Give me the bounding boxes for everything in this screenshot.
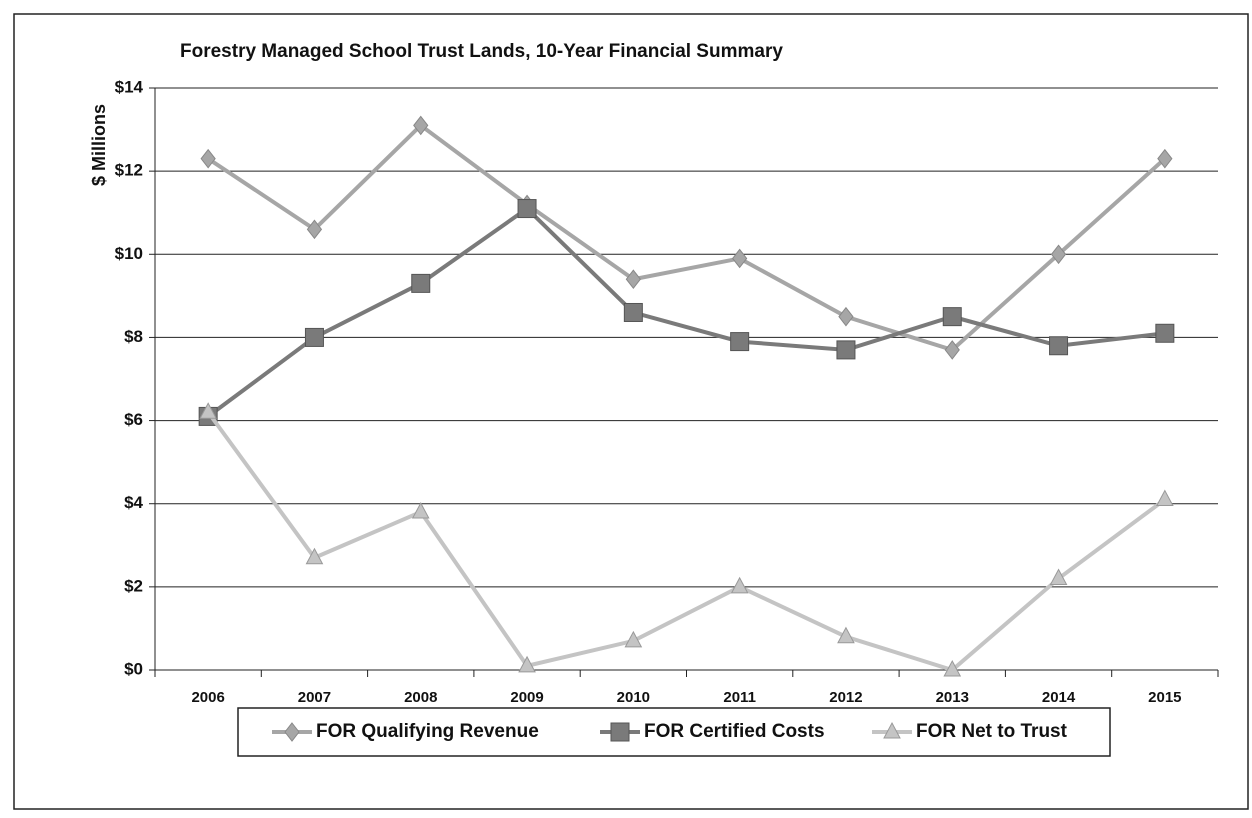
marker xyxy=(836,340,856,360)
legend-label: FOR Certified Costs xyxy=(644,721,825,742)
y-tick-label: $10 xyxy=(115,244,143,263)
marker xyxy=(518,655,536,673)
chart-border xyxy=(13,13,1249,810)
marker xyxy=(625,269,641,290)
x-tick-label: 2015 xyxy=(1148,689,1181,706)
marker xyxy=(1155,323,1175,343)
marker xyxy=(305,547,324,565)
y-axis-label: $ Millions xyxy=(89,104,109,186)
marker xyxy=(730,576,749,594)
marker xyxy=(199,402,217,419)
marker xyxy=(732,248,748,269)
marker xyxy=(610,722,630,742)
marker xyxy=(306,219,323,240)
marker xyxy=(942,307,962,327)
x-tick-label: 2013 xyxy=(936,689,969,706)
y-tick-label: $8 xyxy=(124,327,143,346)
marker xyxy=(411,501,430,519)
y-tick-label: $12 xyxy=(115,161,143,180)
marker xyxy=(1156,489,1174,507)
legend-label: FOR Net to Trust xyxy=(916,721,1068,742)
marker xyxy=(1049,336,1069,356)
chart-title: Forestry Managed School Trust Lands, 10-… xyxy=(180,41,783,62)
x-tick-label: 2010 xyxy=(617,689,650,706)
marker xyxy=(304,327,324,347)
marker xyxy=(1050,244,1067,265)
marker xyxy=(411,273,431,293)
legend-box xyxy=(237,707,1111,757)
marker xyxy=(623,302,643,322)
marker xyxy=(944,340,960,360)
marker xyxy=(284,722,300,742)
y-tick-label: $14 xyxy=(115,77,144,96)
y-tick-label: $2 xyxy=(124,576,143,595)
marker xyxy=(883,721,901,739)
x-tick-label: 2008 xyxy=(404,689,437,706)
marker xyxy=(837,626,855,644)
y-tick-label: $4 xyxy=(124,493,143,512)
series-line xyxy=(206,411,1167,673)
marker xyxy=(838,306,854,327)
marker xyxy=(1157,148,1173,169)
legend-label: FOR Qualifying Revenue xyxy=(316,721,539,742)
marker xyxy=(413,115,429,136)
series-line xyxy=(207,122,1167,353)
y-tick-label: $6 xyxy=(124,410,143,429)
x-tick-label: 2009 xyxy=(510,689,543,706)
marker xyxy=(943,659,962,677)
x-tick-label: 2006 xyxy=(191,689,224,706)
marker xyxy=(200,148,216,169)
x-tick-label: 2011 xyxy=(723,689,756,706)
y-tick-label: $0 xyxy=(124,659,143,678)
x-tick-label: 2012 xyxy=(829,689,862,706)
marker xyxy=(1049,568,1068,586)
marker xyxy=(517,199,537,219)
marker xyxy=(730,332,750,352)
marker xyxy=(624,630,643,648)
x-tick-label: 2007 xyxy=(298,689,331,706)
series-line xyxy=(206,205,1166,419)
x-tick-label: 2014 xyxy=(1042,689,1076,706)
